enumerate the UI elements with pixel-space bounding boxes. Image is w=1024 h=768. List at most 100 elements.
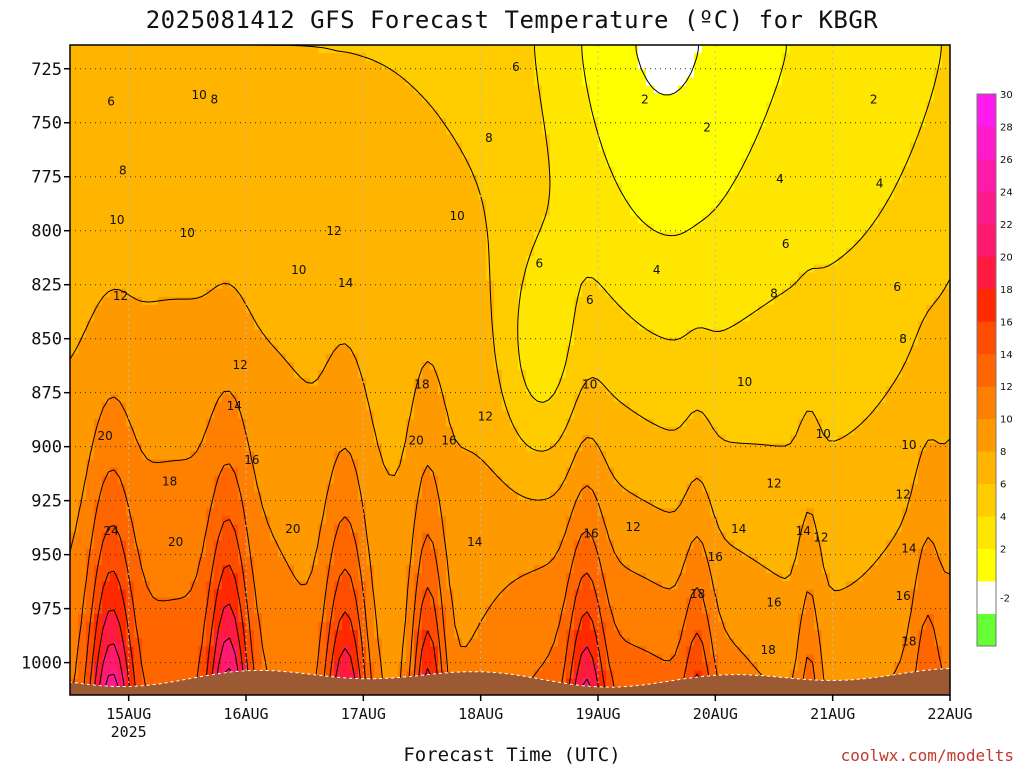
heatmap-cell xyxy=(438,378,447,387)
heatmap-cell xyxy=(158,565,167,574)
heatmap-cell xyxy=(334,386,343,395)
heatmap-cell xyxy=(462,272,471,282)
heatmap-cell xyxy=(334,630,343,639)
heatmap-cell xyxy=(302,451,311,460)
heatmap-cell xyxy=(366,93,375,103)
heatmap-cell xyxy=(502,134,511,144)
heatmap-cell xyxy=(190,231,199,241)
heatmap-cell xyxy=(150,321,159,330)
heatmap-cell xyxy=(158,581,167,590)
heatmap-cell xyxy=(158,321,167,330)
heatmap-cell xyxy=(230,662,239,672)
heatmap-cell xyxy=(238,540,247,550)
heatmap-cell xyxy=(166,85,175,95)
heatmap-cell xyxy=(558,402,567,412)
heatmap-cell xyxy=(102,85,111,95)
heatmap-cell xyxy=(182,69,191,79)
heatmap-cell xyxy=(446,475,455,485)
heatmap-cell xyxy=(214,256,223,265)
heatmap-cell xyxy=(222,662,231,672)
heatmap-cell xyxy=(230,77,239,87)
heatmap-cell xyxy=(422,605,431,615)
heatmap-cell xyxy=(382,394,391,404)
heatmap-cell xyxy=(502,110,511,119)
heatmap-cell xyxy=(110,565,119,574)
heatmap-cell xyxy=(518,654,527,664)
heatmap-cell xyxy=(134,321,143,330)
heatmap-cell xyxy=(438,313,447,322)
heatmap-cell xyxy=(318,662,327,672)
heatmap-cell xyxy=(126,61,135,70)
heatmap-cell xyxy=(414,77,423,87)
heatmap-cell xyxy=(502,410,511,420)
heatmap-cell xyxy=(166,662,175,672)
heatmap-cell xyxy=(366,175,375,184)
heatmap-cell xyxy=(182,565,191,574)
heatmap-cell xyxy=(510,345,519,355)
heatmap-cell xyxy=(390,166,399,176)
heatmap-cell xyxy=(294,402,303,412)
heatmap-cell xyxy=(414,93,423,103)
heatmap-cell xyxy=(454,126,463,135)
heatmap-cell xyxy=(542,288,551,298)
heatmap-cell xyxy=(262,175,271,184)
heatmap-cell xyxy=(430,321,439,330)
heatmap-cell xyxy=(494,296,503,306)
heatmap-cell xyxy=(502,500,511,509)
heatmap-cell xyxy=(318,337,327,347)
heatmap-cell xyxy=(310,166,319,176)
heatmap-cell xyxy=(190,581,199,590)
heatmap-cell xyxy=(438,662,447,672)
heatmap-cell xyxy=(118,166,127,176)
heatmap-cell xyxy=(454,394,463,404)
heatmap-cell xyxy=(446,61,455,70)
heatmap-cell xyxy=(286,500,295,509)
heatmap-cell xyxy=(470,337,479,347)
heatmap-cell xyxy=(526,646,535,655)
heatmap-cell xyxy=(446,134,455,144)
heatmap-cell xyxy=(390,426,399,436)
heatmap-cell xyxy=(166,166,175,176)
heatmap-cell xyxy=(558,69,567,79)
heatmap-cell xyxy=(78,77,87,87)
heatmap-cell xyxy=(534,443,543,452)
heatmap-cell xyxy=(318,158,327,168)
heatmap-cell xyxy=(174,573,183,582)
heatmap-cell xyxy=(270,426,279,436)
heatmap-cell xyxy=(526,532,535,542)
heatmap-cell xyxy=(558,305,567,314)
heatmap-cell xyxy=(198,670,207,680)
heatmap-cell xyxy=(182,540,191,550)
heatmap-cell xyxy=(142,678,151,688)
heatmap-cell xyxy=(422,110,431,119)
heatmap-cell xyxy=(534,305,543,314)
heatmap-cell xyxy=(502,581,511,590)
heatmap-cell xyxy=(342,630,351,639)
heatmap-cell xyxy=(278,662,287,672)
heatmap-cell xyxy=(350,475,359,485)
heatmap-cell xyxy=(254,581,263,590)
heatmap-cell xyxy=(542,467,551,477)
heatmap-cell xyxy=(158,329,167,339)
heatmap-cell xyxy=(334,500,343,509)
heatmap-cell xyxy=(150,386,159,395)
heatmap-cell xyxy=(502,662,511,672)
heatmap-cell xyxy=(118,573,127,582)
heatmap-cell xyxy=(230,313,239,322)
heatmap-cell xyxy=(398,605,407,615)
heatmap-cell xyxy=(398,500,407,509)
heatmap-cell xyxy=(438,305,447,314)
heatmap-cell xyxy=(190,621,199,631)
heatmap-cell xyxy=(486,410,495,420)
heatmap-cell xyxy=(366,435,375,444)
heatmap-cell xyxy=(470,101,479,111)
heatmap-cell xyxy=(150,654,159,664)
heatmap-cell xyxy=(430,483,439,493)
heatmap-cell xyxy=(486,524,495,534)
heatmap-cell xyxy=(190,223,199,233)
heatmap-cell xyxy=(542,85,551,95)
heatmap-cell xyxy=(206,435,215,444)
heatmap-cell xyxy=(78,426,87,436)
heatmap-cell xyxy=(326,589,335,599)
heatmap-cell xyxy=(94,183,103,192)
